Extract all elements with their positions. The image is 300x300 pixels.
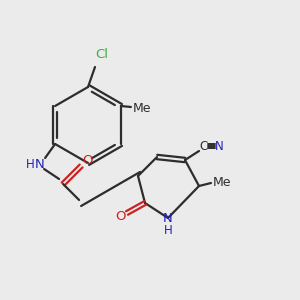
Text: C: C xyxy=(200,140,208,152)
Text: Cl: Cl xyxy=(95,49,109,62)
Text: O: O xyxy=(82,154,92,166)
Text: N: N xyxy=(35,158,45,172)
Text: Me: Me xyxy=(133,101,151,115)
Text: H: H xyxy=(26,158,34,172)
Text: H: H xyxy=(164,224,172,236)
Text: O: O xyxy=(115,209,125,223)
Text: N: N xyxy=(214,140,224,152)
Text: Me: Me xyxy=(213,176,231,188)
Text: N: N xyxy=(163,212,173,226)
